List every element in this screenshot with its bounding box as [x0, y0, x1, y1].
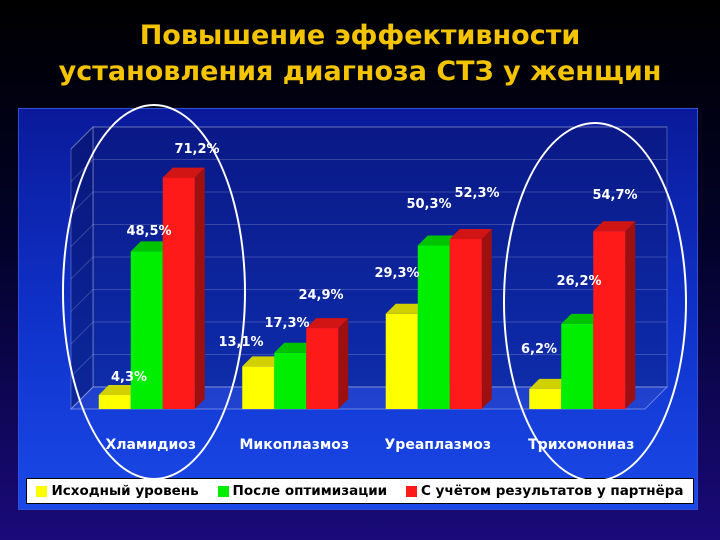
bar-top-baseline-2 [385, 303, 428, 314]
chart-gridline-side [70, 224, 94, 247]
legend-item-optimized: После оптимизации [217, 483, 388, 499]
chart-gridline-side [70, 289, 94, 312]
chart-gridline-side [70, 126, 94, 150]
legend-swatch-baseline [36, 485, 48, 497]
bar-top-optimized-1 [274, 342, 317, 353]
bar-top-partner-1 [306, 318, 349, 329]
bar-top-optimized-3 [561, 313, 604, 324]
bar-top-optimized-0 [130, 241, 173, 252]
bar-top-partner-2 [449, 229, 492, 240]
chart-gridline-side [70, 159, 94, 182]
bar-top-optimized-2 [417, 235, 460, 246]
legend-label-optimized: После оптимизации [232, 483, 388, 499]
bar-side-partner-3 [625, 221, 636, 409]
bar-value-label-baseline-2: 29,3% [374, 266, 419, 281]
bar-partner-1 [306, 328, 339, 409]
bar-baseline-1 [242, 366, 275, 409]
bar-value-label-baseline-0: 4,3% [111, 370, 147, 385]
legend-item-baseline: Исходный уровень [36, 483, 199, 499]
legend-label-partner: С учётом результатов у партнёра [421, 483, 684, 499]
bar-baseline-3 [529, 388, 562, 409]
category-label-0: Хламидиоз [105, 437, 196, 453]
legend-swatch-partner [406, 485, 418, 497]
bar-side-partner-0 [194, 167, 205, 409]
bar-value-label-partner-0: 71,2% [174, 142, 219, 157]
bar-optimized-3 [561, 323, 594, 409]
category-label-1: Микоплазмоз [239, 437, 349, 453]
bar-optimized-0 [130, 251, 163, 409]
bar-side-partner-2 [481, 229, 492, 409]
bar-value-label-optimized-2: 50,3% [406, 197, 451, 212]
category-label-3: Трихомониаз [528, 437, 634, 453]
bar-value-label-partner-1: 24,9% [298, 288, 343, 303]
bar-value-label-optimized-1: 17,3% [264, 316, 309, 331]
bar-side-partner-1 [338, 318, 349, 409]
bar-optimized-1 [274, 352, 307, 409]
bar-partner-0 [162, 177, 195, 409]
bar-top-baseline-3 [529, 378, 572, 389]
chart-gridline-side [70, 256, 94, 280]
bar-partner-2 [449, 239, 482, 409]
chart-gridline-side [70, 354, 94, 377]
bar-top-partner-0 [162, 167, 205, 178]
chart-panel: 4,3% 48,5% 71,2% 13,1% 17,3% 24,9% 29,3% 50,3% 5… [18, 108, 698, 510]
bar-baseline-0 [98, 395, 131, 409]
bar-value-label-baseline-3: 6,2% [521, 342, 557, 357]
bar-value-label-optimized-0: 48,5% [126, 224, 171, 239]
bar-chart: 4,3%48,5%71,2%13,1%17,3%24,9%29,3%50,3%5… [69, 125, 669, 453]
chart-legend: Исходный уровень После оптимизации С учё… [26, 478, 694, 504]
bar-top-partner-3 [593, 221, 636, 232]
slide-title: Повышение эффективности установления диа… [58, 20, 662, 87]
bar-top-baseline-0 [98, 385, 141, 396]
legend-item-partner: С учётом результатов у партнёра [406, 483, 684, 499]
chart-gridline-side [70, 191, 94, 215]
bar-value-label-partner-3: 54,7% [592, 188, 637, 203]
legend-swatch-optimized [217, 485, 229, 497]
chart-gridline-side [70, 321, 94, 345]
bar-value-label-partner-2: 52,3% [454, 186, 499, 201]
bar-partner-3 [593, 231, 626, 409]
bar-value-label-baseline-1: 13,1% [218, 335, 263, 350]
bar-value-label-optimized-3: 26,2% [556, 274, 601, 289]
bar-top-baseline-1 [242, 356, 285, 367]
legend-label-baseline: Исходный уровень [51, 483, 199, 499]
bar-baseline-2 [385, 313, 418, 409]
category-label-2: Уреаплазмоз [385, 437, 491, 453]
bar-optimized-2 [417, 245, 450, 409]
